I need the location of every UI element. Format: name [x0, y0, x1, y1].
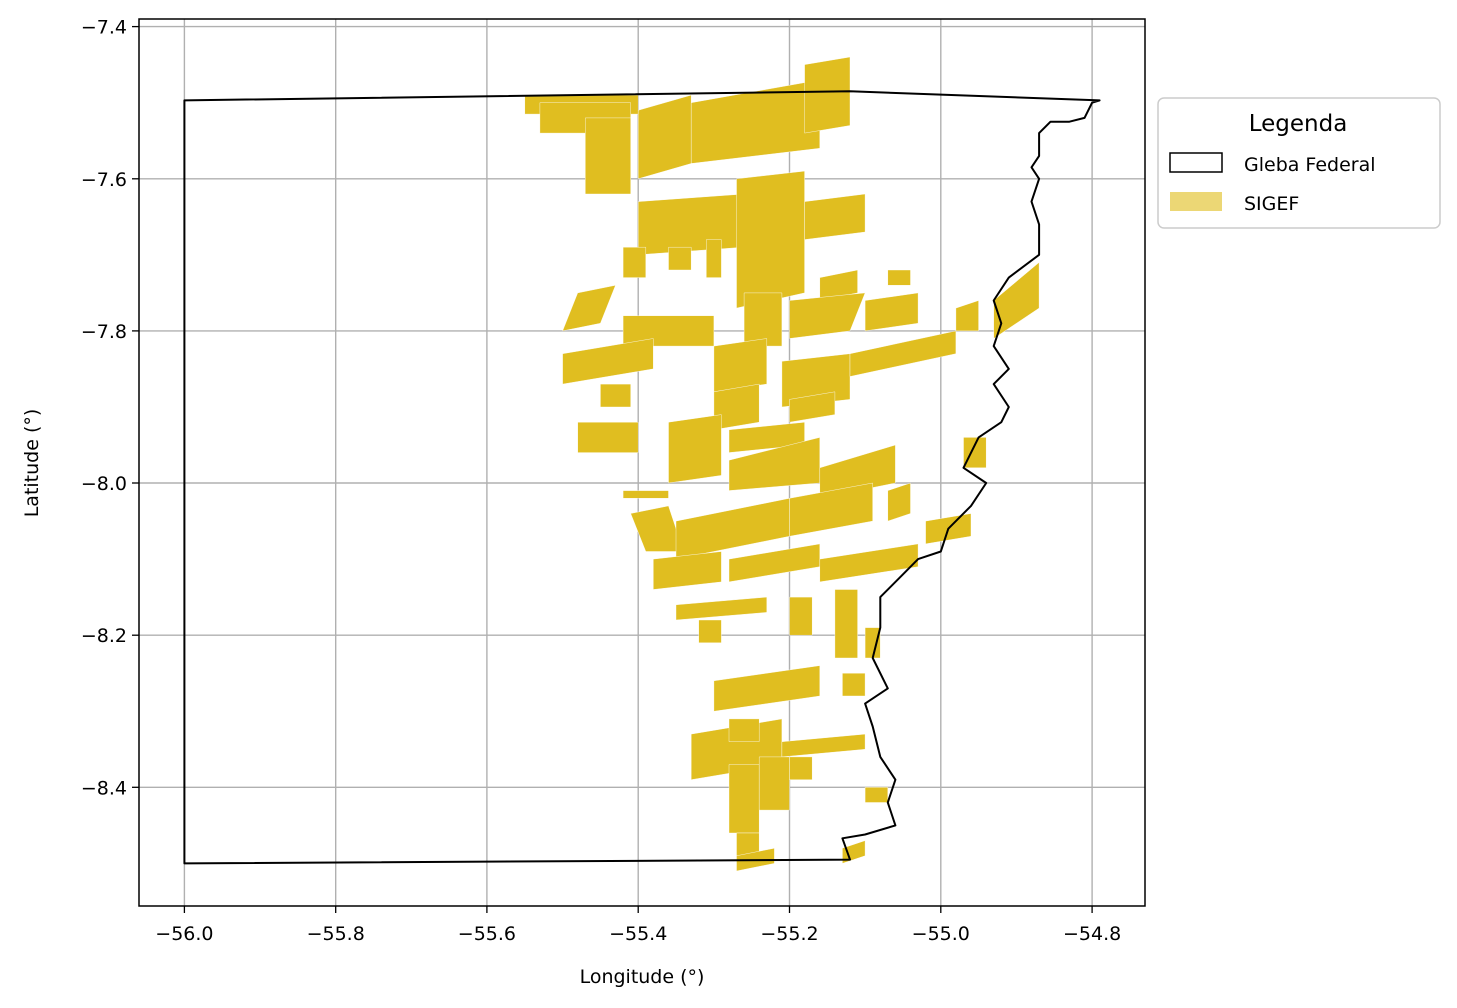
legend-label-sigef: SIGEF [1244, 193, 1299, 215]
sigef-parcel [759, 756, 790, 811]
x-tick-label: −56.0 [155, 923, 213, 945]
sigef-parcel [698, 619, 722, 643]
sigef-parcel [675, 498, 790, 560]
x-tick-label: −55.8 [307, 923, 365, 945]
y-tick-label: −7.6 [81, 169, 127, 191]
sigef-parcel [638, 94, 692, 180]
sigef-parcel [819, 543, 919, 583]
sigef-parcel [842, 840, 866, 864]
legend-frame [1157, 97, 1441, 229]
sigef-parcel [781, 733, 866, 758]
legend-swatch-gleba [1169, 152, 1223, 173]
sigef-parcel [713, 665, 820, 712]
sigef-parcel [849, 330, 957, 377]
x-tick-label: −55.4 [609, 923, 667, 945]
sigef-parcels [524, 56, 1040, 872]
sigef-parcel [804, 56, 851, 134]
sigef-parcel [819, 444, 896, 499]
legend-swatch-sigef [1170, 192, 1222, 211]
y-axis-label: Latitude (°) [21, 409, 43, 518]
x-axis-label: Longitude (°) [580, 966, 705, 988]
legend: Legenda Gleba Federal SIGEF [1157, 97, 1441, 229]
sigef-parcel [789, 596, 813, 636]
sigef-parcel [653, 551, 722, 590]
sigef-parcel [562, 285, 616, 332]
y-tick-label: −7.8 [81, 321, 127, 343]
x-tick-label: −55.2 [760, 923, 818, 945]
sigef-parcel [728, 764, 760, 834]
sigef-parcel [736, 170, 805, 309]
legend-label-gleba: Gleba Federal [1244, 154, 1376, 176]
sigef-parcel [804, 193, 866, 240]
x-tick-label: −55.0 [912, 923, 970, 945]
sigef-parcel [789, 482, 873, 537]
sigef-parcel [577, 422, 639, 453]
sigef-parcel [728, 543, 820, 583]
y-tick-label: −8.0 [81, 473, 127, 495]
sigef-parcel [668, 414, 722, 484]
axis-ticks: −56.0 −55.8 −55.6 −55.4 −55.2 −55.0 −54.8 −7.4 −… [81, 17, 1121, 945]
sigef-parcel [789, 756, 813, 780]
sigef-parcel [789, 292, 866, 339]
sigef-parcel [864, 627, 881, 659]
x-tick-label: −55.6 [458, 923, 516, 945]
sigef-parcel [864, 292, 919, 332]
sigef-parcel [834, 589, 858, 659]
y-tick-label: −8.2 [81, 625, 127, 647]
sigef-parcel [743, 292, 783, 347]
sigef-parcel [622, 246, 646, 278]
sigef-parcel [842, 673, 866, 697]
sigef-parcel [622, 490, 669, 499]
sigef-parcel [691, 79, 820, 164]
sigef-parcel [638, 193, 745, 256]
sigef-parcel [585, 117, 631, 195]
sigef-parcel [887, 269, 911, 286]
sigef-parcel [600, 383, 631, 408]
sigef-parcel [864, 787, 888, 803]
y-tick-label: −8.4 [81, 777, 127, 799]
sigef-parcel [706, 239, 722, 278]
y-tick-label: −7.4 [81, 17, 127, 39]
sigef-parcel [789, 391, 836, 423]
gleba-federal-boundary [183, 90, 1101, 865]
sigef-parcel [562, 338, 654, 385]
sigef-parcel [887, 482, 911, 522]
sigef-parcel [728, 718, 760, 742]
sigef-parcel [955, 300, 979, 332]
plot-frame [138, 18, 1146, 907]
sigef-parcel [668, 246, 692, 271]
x-tick-label: −54.8 [1063, 923, 1121, 945]
sigef-parcel [993, 261, 1040, 339]
sigef-parcel [819, 269, 858, 301]
sigef-parcel [963, 437, 987, 468]
legend-title: Legenda [1249, 111, 1348, 137]
gleba-boundary-layer [183, 90, 1101, 865]
sigef-parcel [713, 338, 767, 393]
sigef-parcel [675, 596, 767, 621]
